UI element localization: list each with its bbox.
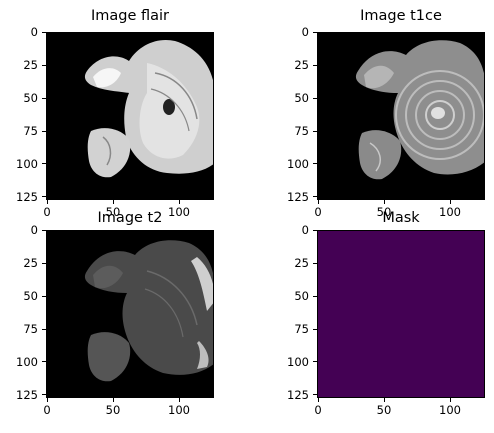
x-tick-label: 50 [376, 205, 392, 219]
x-tick-mark [384, 200, 385, 204]
x-tick-label: 50 [105, 205, 121, 219]
x-tick-mark [179, 398, 180, 402]
y-tick-mark [313, 394, 317, 395]
x-tick-mark [179, 200, 180, 204]
y-tick-label: 25 [23, 58, 38, 72]
x-tick-mark [113, 398, 114, 402]
y-tick-mark [42, 394, 46, 395]
y-tick-label: 75 [294, 322, 309, 336]
x-tick-label: 50 [376, 403, 392, 417]
y-tick-mark [42, 163, 46, 164]
y-tick-label: 25 [294, 58, 309, 72]
x-tick-mark [318, 200, 319, 204]
y-tick-mark [42, 329, 46, 330]
x-tick-mark [47, 200, 48, 204]
y-tick-mark [313, 131, 317, 132]
y-tick-mark [42, 263, 46, 264]
y-tick-label: 125 [16, 190, 38, 204]
y-tick-label: 100 [287, 355, 309, 369]
y-tick-mark [42, 296, 46, 297]
y-tick-mark [42, 98, 46, 99]
image-frame [317, 32, 485, 200]
x-tick-mark [47, 398, 48, 402]
y-tick-mark [313, 263, 317, 264]
y-tick-label: 0 [30, 223, 38, 237]
y-tick-mark [313, 296, 317, 297]
y-tick-label: 125 [287, 190, 309, 204]
x-tick-label: 100 [168, 205, 190, 219]
y-tick-mark [42, 65, 46, 66]
x-tick-label: 0 [314, 205, 322, 219]
x-tick-mark [450, 200, 451, 204]
y-tick-label: 50 [294, 91, 309, 105]
y-tick-label: 0 [301, 25, 309, 39]
empty-mask-icon [317, 230, 485, 398]
panel-title: Image flair [90, 8, 170, 24]
brain-mri-slice-icon [355, 40, 484, 180]
y-tick-label: 100 [287, 157, 309, 171]
x-tick-mark [113, 200, 114, 204]
y-tick-mark [42, 230, 46, 231]
y-tick-label: 25 [23, 256, 38, 270]
brain-mri-slice-icon [84, 240, 213, 382]
y-tick-label: 100 [16, 355, 38, 369]
panel-title: Mask [382, 210, 420, 226]
y-tick-mark [313, 196, 317, 197]
y-tick-label: 75 [294, 124, 309, 138]
y-tick-mark [313, 32, 317, 33]
y-tick-mark [313, 361, 317, 362]
y-tick-mark [313, 163, 317, 164]
x-tick-mark [318, 398, 319, 402]
x-tick-label: 100 [168, 403, 190, 417]
y-tick-mark [42, 196, 46, 197]
y-tick-mark [313, 98, 317, 99]
y-tick-label: 75 [23, 322, 38, 336]
y-tick-mark [313, 230, 317, 231]
y-tick-label: 25 [294, 256, 309, 270]
brain-mri-slice-icon [84, 40, 213, 178]
panel-title: Image t1ce [360, 8, 442, 24]
y-tick-mark [313, 65, 317, 66]
y-tick-label: 50 [294, 289, 309, 303]
image-frame [46, 32, 214, 200]
x-tick-mark [450, 398, 451, 402]
x-tick-label: 0 [43, 403, 51, 417]
y-tick-mark [313, 329, 317, 330]
y-tick-label: 75 [23, 124, 38, 138]
x-tick-label: 100 [439, 205, 461, 219]
panel-title: Image t2 [97, 210, 163, 226]
x-tick-mark [384, 398, 385, 402]
x-tick-label: 0 [314, 403, 322, 417]
y-tick-label: 0 [301, 223, 309, 237]
image-frame [46, 230, 214, 398]
y-tick-label: 125 [16, 388, 38, 402]
y-tick-label: 125 [287, 388, 309, 402]
y-tick-label: 100 [16, 157, 38, 171]
x-tick-label: 0 [43, 205, 51, 219]
x-tick-label: 100 [439, 403, 461, 417]
y-tick-mark [42, 361, 46, 362]
y-tick-label: 0 [30, 25, 38, 39]
x-tick-label: 50 [105, 403, 121, 417]
y-tick-mark [42, 32, 46, 33]
y-tick-label: 50 [23, 289, 38, 303]
y-tick-mark [42, 131, 46, 132]
y-tick-label: 50 [23, 91, 38, 105]
